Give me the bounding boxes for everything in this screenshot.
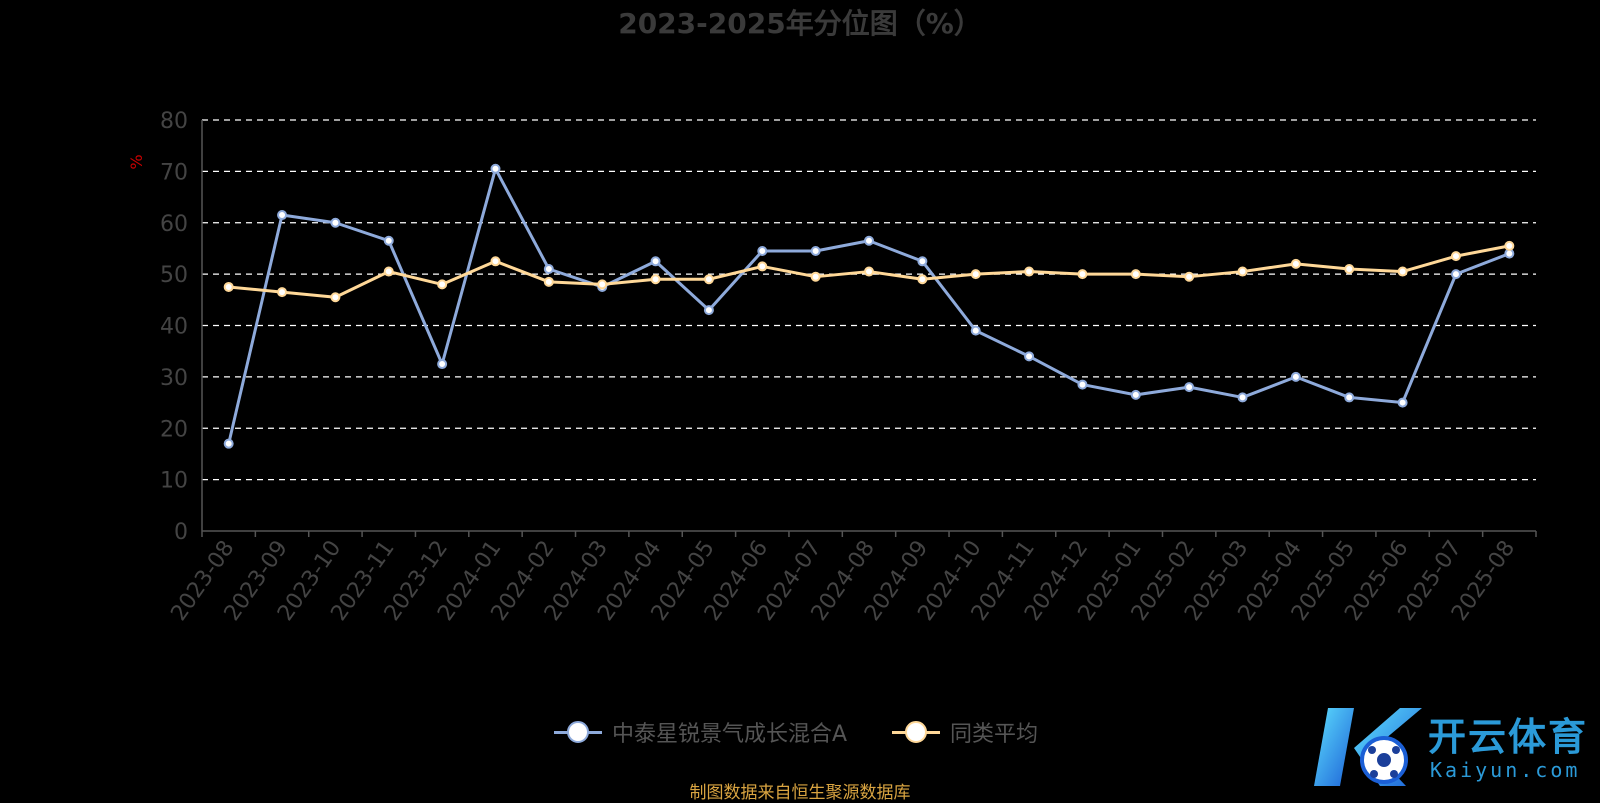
y-tick-label: 0 xyxy=(174,520,188,545)
data-point xyxy=(917,256,928,267)
data-point xyxy=(223,281,234,292)
watermark-subtext: Kaiyun.com xyxy=(1430,758,1581,782)
data-point xyxy=(703,305,714,316)
data-point xyxy=(1130,269,1141,280)
data-point xyxy=(437,359,448,370)
y-tick-label: 50 xyxy=(160,263,188,288)
data-point xyxy=(1344,392,1355,403)
data-point xyxy=(383,266,394,277)
data-point xyxy=(383,235,394,246)
legend-item-series-a[interactable]: 中泰星锐景气成长混合A xyxy=(554,716,847,748)
data-point xyxy=(650,256,661,267)
legend-item-series-b[interactable]: 同类平均 xyxy=(892,716,1038,748)
data-point xyxy=(490,256,501,267)
data-point xyxy=(757,261,768,272)
data-point xyxy=(543,263,554,274)
data-point xyxy=(1184,382,1195,393)
data-point xyxy=(277,287,288,298)
data-point xyxy=(597,279,608,290)
data-point xyxy=(917,274,928,285)
data-point xyxy=(864,266,874,277)
chart-title: 2023-2025年分位图（%） xyxy=(618,7,982,40)
data-point xyxy=(223,438,234,449)
y-tick-label: 70 xyxy=(160,160,188,185)
data-point xyxy=(1237,392,1248,403)
data-point xyxy=(1024,351,1035,362)
source-note: 制图数据来自恒生聚源数据库 xyxy=(689,783,911,803)
data-point xyxy=(757,246,768,257)
series-layer xyxy=(223,163,1515,449)
data-point xyxy=(437,279,448,290)
data-point xyxy=(1184,271,1195,282)
y-tick-label: 60 xyxy=(160,212,188,237)
data-point xyxy=(810,271,821,282)
data-point xyxy=(330,217,341,228)
y-tick-label: 80 xyxy=(160,109,188,134)
legend-swatch-series-b xyxy=(892,721,940,743)
watermark-text: 开云体育 xyxy=(1428,715,1589,759)
data-point xyxy=(277,210,288,221)
data-point xyxy=(1450,269,1461,280)
data-point xyxy=(1290,371,1301,382)
series-line-0 xyxy=(227,167,1510,445)
legend-label-series-b: 同类平均 xyxy=(950,722,1039,747)
data-point xyxy=(1397,397,1408,408)
data-point xyxy=(543,276,554,287)
y-tick-label: 40 xyxy=(160,315,188,340)
grid-layer xyxy=(202,119,1536,481)
data-point xyxy=(1450,251,1461,262)
data-point xyxy=(810,246,821,257)
y-tick-label: 30 xyxy=(160,366,188,391)
data-point xyxy=(1290,258,1301,269)
y-tick-label: 10 xyxy=(160,469,188,494)
data-point xyxy=(864,235,874,246)
data-point xyxy=(330,292,341,303)
data-point xyxy=(650,274,661,285)
legend-label-series-a: 中泰星锐景气成长混合A xyxy=(612,722,848,747)
data-point xyxy=(1130,389,1141,400)
data-point xyxy=(1077,269,1088,280)
data-point xyxy=(1344,263,1355,274)
data-point xyxy=(970,325,981,336)
data-point xyxy=(1024,266,1035,277)
data-point xyxy=(1237,266,1248,277)
data-point xyxy=(970,269,981,280)
legend-swatch-series-a xyxy=(554,721,602,743)
y-axis-label: % xyxy=(127,154,146,169)
data-point xyxy=(703,274,714,285)
data-point xyxy=(1504,240,1515,251)
kaiyun-logo-icon xyxy=(1314,708,1422,786)
data-point xyxy=(1397,266,1408,277)
data-point xyxy=(490,163,501,174)
y-tick-label: 20 xyxy=(160,417,188,442)
watermark-logo: 开云体育 Kaiyun.com xyxy=(1310,698,1600,798)
data-point xyxy=(1077,379,1088,390)
axis-layer: 01020304050607080%2023-082023-092023-102… xyxy=(127,109,1537,626)
